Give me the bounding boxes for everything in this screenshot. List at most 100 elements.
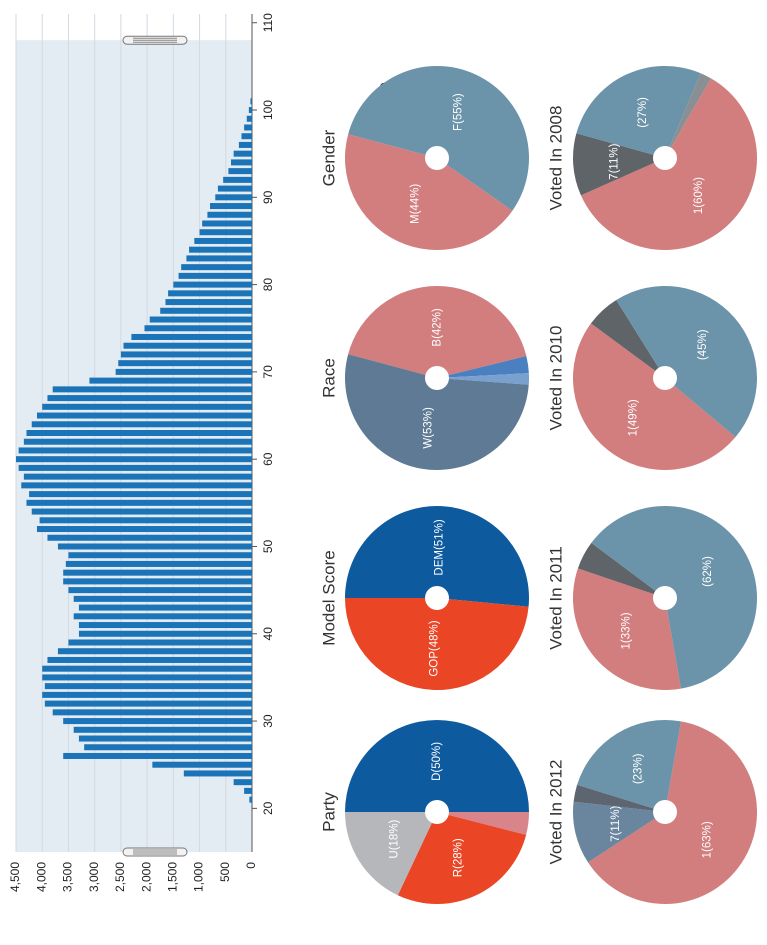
- bar: [26, 430, 252, 436]
- bar: [36, 526, 252, 533]
- selection-area: [16, 40, 252, 852]
- bar: [73, 726, 252, 733]
- bar: [246, 115, 252, 122]
- pie-slice: [348, 285, 527, 378]
- y-tick-label: 1,500: [166, 862, 180, 892]
- slice-label: 7(11%): [610, 805, 622, 841]
- bar: [165, 299, 252, 306]
- y-tick-label: 500: [218, 862, 232, 882]
- slice-label: (27%): [637, 97, 649, 128]
- pie-hole: [653, 800, 677, 824]
- bar: [183, 770, 252, 777]
- bar: [89, 377, 252, 384]
- bar: [144, 325, 252, 332]
- range-handle: [122, 847, 188, 857]
- slice-label: DEM(51%): [433, 519, 445, 575]
- bar: [194, 237, 252, 244]
- slice-label: (23%): [633, 753, 645, 784]
- bar: [217, 185, 252, 192]
- slice-label: M(44%): [410, 184, 422, 224]
- x-tick-label: 70: [261, 365, 275, 379]
- bar: [178, 272, 252, 279]
- pie-title: Voted In 2008: [546, 106, 565, 211]
- bar: [152, 761, 252, 768]
- bar: [29, 491, 252, 498]
- pie-title: Gender: [319, 129, 338, 186]
- bar: [52, 386, 252, 393]
- bar: [44, 700, 252, 707]
- slice-label: 1(60%): [693, 177, 705, 214]
- bar: [231, 159, 252, 166]
- pie-slice: [437, 812, 529, 835]
- y-tick-label: 4,500: [8, 862, 22, 892]
- bar: [173, 281, 252, 288]
- pie-slice: [573, 801, 665, 863]
- y-tick-label: 3,000: [87, 862, 101, 892]
- pie-hole: [425, 366, 449, 390]
- pie-slice: [577, 720, 681, 812]
- pie-slice: [437, 356, 529, 378]
- bar: [199, 229, 252, 236]
- bar: [233, 150, 252, 157]
- pie-slice: [345, 134, 513, 251]
- range-handle: [122, 35, 188, 45]
- bar: [73, 613, 252, 620]
- slice-label: 1(63%): [701, 821, 713, 858]
- x-tick-label: 100: [261, 100, 275, 120]
- pie-slice: [572, 323, 736, 471]
- bar: [207, 211, 252, 218]
- pie-title: Voted In 2012: [546, 760, 565, 865]
- slice-label: 7(11%): [609, 143, 621, 179]
- x-tick-label: 60: [261, 452, 275, 466]
- bar: [68, 587, 252, 594]
- x-tick-label: 20: [261, 801, 275, 815]
- pie-slice: [345, 598, 529, 691]
- slice-label: U(18%): [388, 819, 400, 858]
- bar: [120, 351, 252, 358]
- bar: [238, 141, 252, 148]
- bar: [57, 543, 253, 550]
- pie-hole: [425, 800, 449, 824]
- bar: [52, 709, 252, 716]
- bar: [68, 639, 252, 646]
- bar: [168, 290, 252, 297]
- bar: [42, 403, 252, 410]
- y-tick-label: 2,500: [113, 862, 127, 892]
- slice-label: B(42%): [432, 308, 444, 347]
- bar: [31, 421, 252, 428]
- bar: [42, 674, 252, 681]
- bar: [21, 482, 252, 489]
- bar: [210, 203, 252, 210]
- pie-slice: [345, 720, 529, 812]
- bar: [31, 508, 252, 515]
- pie-slice: [573, 784, 665, 812]
- y-tick-label: 1,000: [192, 862, 206, 892]
- bar: [78, 622, 252, 629]
- bar: [47, 656, 252, 663]
- bar: [181, 264, 252, 271]
- bar: [244, 124, 252, 131]
- bar: [115, 368, 253, 375]
- pie-slice: [573, 133, 665, 196]
- bar: [78, 604, 252, 611]
- pie-slice: [616, 286, 757, 438]
- bar: [186, 255, 252, 262]
- pie-hole: [653, 586, 677, 610]
- pie-title: Voted In 2010: [546, 326, 565, 431]
- bar: [202, 220, 252, 227]
- bar: [244, 787, 252, 794]
- x-tick-label: 90: [261, 190, 275, 204]
- x-tick-label: 110: [261, 13, 275, 32]
- slice-label: W(53%): [423, 407, 435, 449]
- slice-label: 1(49%): [628, 399, 640, 436]
- y-tick-label: 2,000: [139, 862, 153, 892]
- bar: [68, 552, 252, 559]
- pie-slice: [345, 506, 529, 607]
- bar: [63, 752, 253, 759]
- x-tick-label: 50: [261, 539, 275, 553]
- bar: [78, 630, 252, 637]
- pie-hole: [425, 146, 449, 170]
- bar: [63, 718, 253, 725]
